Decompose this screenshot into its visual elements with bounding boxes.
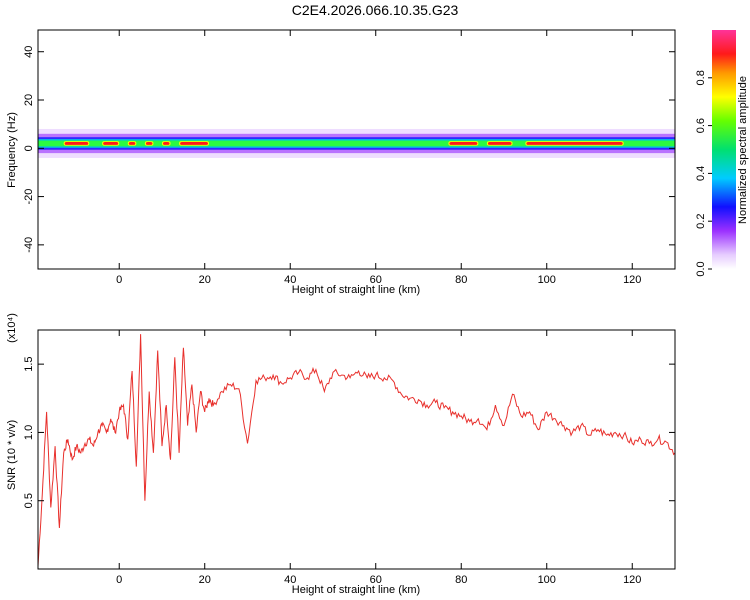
snr-x-axis-title: Height of straight line (km)	[292, 584, 420, 596]
ridge-peak-red-2	[128, 142, 136, 145]
spectrogram-x-tick-label: 0	[116, 274, 122, 286]
colorbar-tick-label: 0.6	[695, 118, 707, 133]
snr-frame	[37, 329, 676, 570]
ridge-peak-red-7	[487, 142, 512, 145]
spectrogram-x-axis-title: Height of straight line (km)	[292, 284, 420, 296]
colorbar: 0.0 0.2 0.4 0.6 0.8 Normalized spectral ampl…	[695, 30, 749, 277]
ridge-band-green	[38, 140, 675, 147]
ridge-peak-red-6	[449, 142, 478, 145]
snr-x-tick-label: 120	[623, 574, 641, 586]
snr-y-tick-label: 1.0	[23, 425, 35, 440]
colorbar-tick-label: 0.2	[695, 214, 707, 229]
snr-plot-area	[38, 330, 675, 569]
spectrogram-x-tick-label: 60	[370, 274, 382, 286]
snr-multiplier-label: (x10⁴)	[6, 313, 18, 343]
snr-y-tick-label: 0.5	[23, 493, 35, 508]
spectrogram-frame	[37, 29, 676, 270]
snr-x-tick-label: 80	[455, 574, 467, 586]
spectrogram-y-tick-label: -40	[23, 237, 35, 253]
spectrogram-y-tick-label: 0	[23, 145, 35, 151]
snr-x-tick-label: 40	[284, 574, 296, 586]
ridge-peak-red-8	[526, 142, 623, 145]
snr-panel: 0 20 40 60 80 100 120 0.5 1.0 1.5 Height of strai…	[6, 313, 676, 596]
spectrogram-x-tick-label: 40	[284, 274, 296, 286]
ridge-peak-red-1	[103, 142, 119, 145]
spectrogram-y-axis-title: Frequency (Hz)	[6, 112, 18, 188]
snr-y-tick-label: 1.5	[23, 356, 35, 371]
ridge-peak-red-0	[64, 142, 89, 145]
colorbar-tick-label: 0.8	[695, 70, 707, 85]
colorbar-tick-label: 0.4	[695, 166, 707, 181]
colorbar-gradient	[712, 30, 736, 269]
spectrogram-y-tick-label: -20	[23, 189, 35, 205]
spectrogram-x-tick-label: 120	[623, 274, 641, 286]
snr-x-tick-label: 20	[199, 574, 211, 586]
colorbar-tick-label: 0.0	[695, 261, 707, 276]
ridge-peak-red-3	[145, 142, 153, 145]
spectrogram-y-tick-label: 20	[23, 94, 35, 106]
spectrogram-panel: 0 20 40 60 80 100 120 -40 -20 0 20 40 Height of str…	[6, 29, 676, 296]
snr-x-tick-label: 60	[370, 574, 382, 586]
colorbar-title: Normalized spectral amplitude	[737, 76, 749, 224]
spectrogram-x-tick-label: 80	[455, 274, 467, 286]
spectrogram-x-tick-label: 20	[199, 274, 211, 286]
spectrogram-y-tick-label: 40	[23, 46, 35, 58]
ridge-peak-red-5	[180, 142, 209, 145]
snr-series-line	[38, 334, 675, 567]
spectrogram-x-tick-label: 100	[538, 274, 556, 286]
snr-x-tick-label: 0	[116, 574, 122, 586]
chart-title: C2E4.2026.066.10.35.G23	[291, 2, 459, 18]
snr-x-tick-label: 100	[538, 574, 556, 586]
ridge-peak-red-4	[162, 142, 170, 145]
snr-y-axis-title: SNR (10 * v/v)	[6, 420, 18, 490]
